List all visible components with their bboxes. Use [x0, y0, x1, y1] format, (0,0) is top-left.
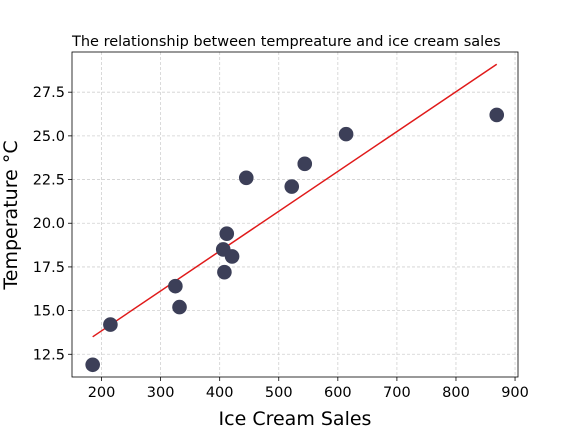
data-point: [224, 249, 240, 264]
x-tick-label: 400: [206, 385, 234, 401]
y-tick-label: 27.5: [33, 85, 65, 101]
chart-title: The relationship between tempreature and…: [71, 34, 501, 50]
y-axis: 12.5 15.0 17.5 20.0 22.5 25.0 27.5: [33, 85, 72, 363]
x-axis: 200 300 400 500 600 700 800 900: [88, 377, 529, 401]
x-tick-label: 300: [147, 385, 175, 401]
x-tick-label: 600: [324, 385, 352, 401]
y-tick-label: 22.5: [33, 173, 65, 189]
x-tick-label: 800: [442, 385, 470, 401]
y-tick-label: 15.0: [33, 304, 65, 320]
plot-area: [71, 51, 519, 378]
y-axis-title: Temperature °C: [0, 140, 22, 290]
data-point: [338, 126, 354, 142]
data-point: [103, 317, 118, 332]
data-point: [219, 226, 235, 242]
y-tick-label: 20.0: [33, 216, 65, 232]
data-point: [168, 278, 183, 294]
y-tick-label: 12.5: [33, 347, 65, 363]
trendline: [92, 63, 498, 338]
y-tick-label: 17.5: [33, 260, 65, 276]
data-point: [238, 170, 254, 186]
data-point: [489, 107, 505, 123]
points-layer: [85, 107, 505, 373]
y-tick-label: 25.0: [33, 129, 65, 145]
x-axis-title: Ice Cream Sales: [219, 408, 372, 430]
data-point: [85, 357, 100, 373]
x-tick-label: 700: [383, 385, 411, 401]
x-tick-label: 900: [501, 385, 529, 401]
x-tick-label: 200: [88, 385, 116, 401]
trendline-layer: [92, 63, 498, 338]
data-point: [172, 299, 187, 315]
data-point: [217, 264, 232, 280]
data-point: [284, 179, 300, 194]
grid: [72, 52, 518, 377]
x-tick-label: 500: [265, 385, 293, 401]
data-point: [297, 156, 313, 172]
